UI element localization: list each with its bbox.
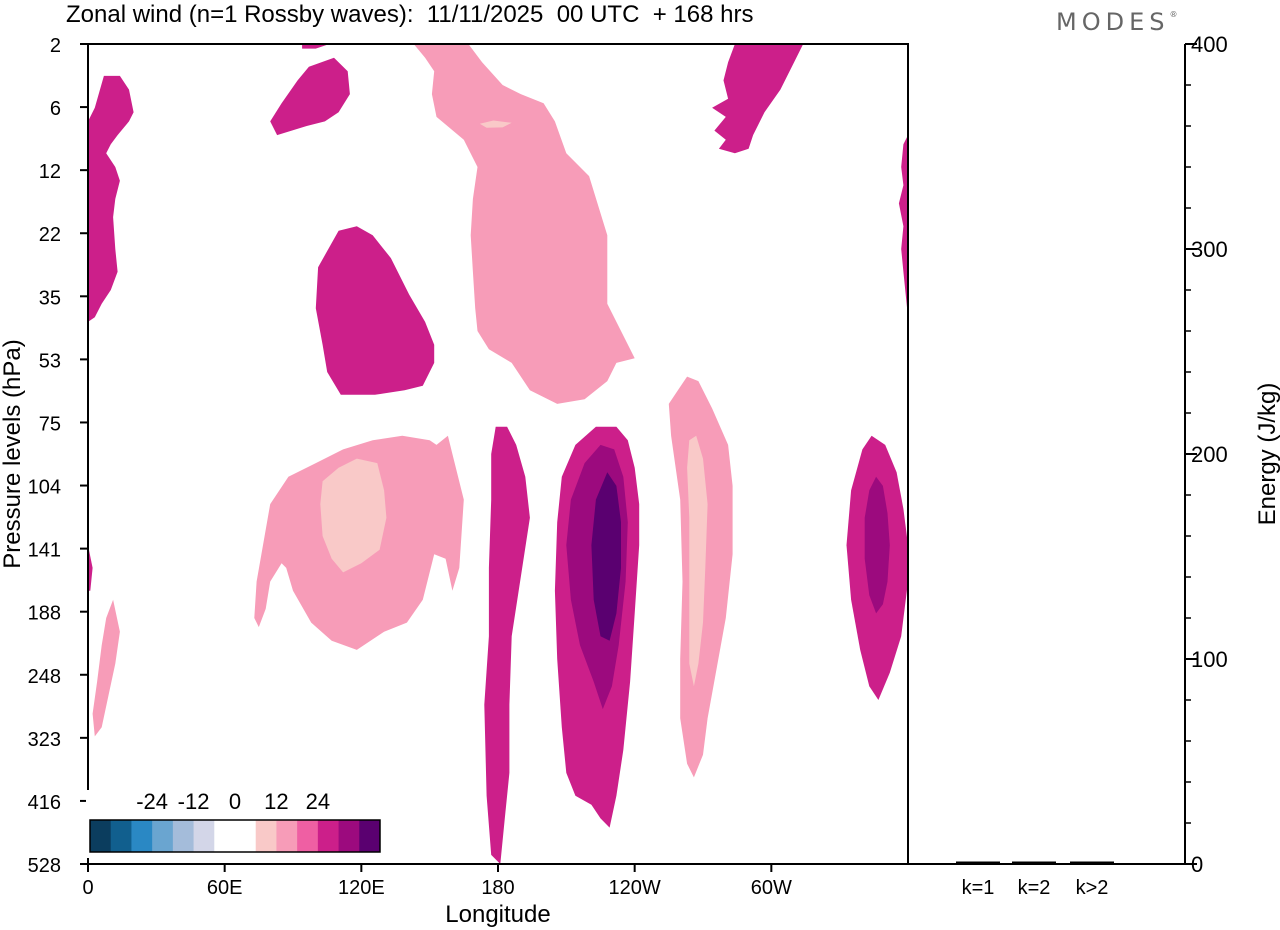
contour-region-8 — [315, 226, 435, 395]
contour-region-7 — [270, 57, 350, 136]
energy-bar-1 — [956, 861, 1000, 863]
colorbar-swatch — [338, 820, 360, 852]
x-tick-label: 120E — [338, 877, 385, 899]
colorbar: -24 -12 0 12 24 — [86, 789, 384, 858]
contour-region-10 — [302, 44, 330, 49]
contour-region-12 — [898, 135, 908, 318]
colorbar-tick-label: 24 — [306, 789, 330, 814]
colorbar-swatch — [90, 820, 112, 852]
energy-tick-label: 0 — [1191, 852, 1203, 877]
colorbar-swatch — [317, 820, 340, 852]
longitude-axis: 0 60E 120E 180 120W 60W — [82, 864, 792, 899]
colorbar-tick-label: 12 — [264, 789, 288, 814]
y-tick-label: 104 — [28, 477, 61, 499]
contour-region-5 — [687, 435, 708, 687]
energy-tick-label: 300 — [1191, 237, 1228, 262]
y-tick-label: 141 — [28, 540, 61, 562]
colorbar-swatch — [110, 820, 132, 852]
y-tick-label: 528 — [28, 855, 61, 877]
brand-text: MODES — [1056, 8, 1170, 36]
y-tick-label: 75 — [39, 413, 61, 435]
colorbar-swatch — [214, 820, 236, 852]
colorbar-tick-label: -24 — [136, 789, 168, 814]
energy-bar-3 — [1070, 861, 1114, 863]
colorbar-swatch — [276, 820, 298, 852]
contour-region-9 — [88, 75, 134, 322]
y-tick-label: 323 — [28, 729, 61, 751]
colorbar-swatch — [152, 820, 174, 852]
contour-region-13 — [484, 426, 530, 864]
energy-tick-label: 200 — [1191, 442, 1228, 467]
colorbar-frame — [89, 819, 381, 853]
y-tick-label: 248 — [28, 666, 61, 688]
energy-category-label: k=2 — [1018, 877, 1051, 899]
colorbar-swatch — [235, 820, 257, 852]
modes-logo: MODES® — [1056, 8, 1177, 36]
contour-region-18 — [864, 476, 890, 614]
colorbar-swatch — [297, 820, 319, 852]
colorbar-swatch — [255, 820, 277, 852]
x-tick-label: 60W — [751, 877, 792, 899]
colorbar-tick-label: -12 — [178, 789, 210, 814]
contour-region-16 — [591, 472, 621, 641]
x-tick-label: 180 — [481, 877, 514, 899]
energy-bars: 0 100 200 300 400 k=1 k=2 k>2 — [956, 32, 1228, 899]
colorbar-swatch — [359, 820, 381, 852]
brand-mark: ® — [1169, 10, 1178, 19]
colorbar-swatch — [172, 820, 195, 852]
y-tick-label: 12 — [39, 161, 61, 183]
x-tick-label: 0 — [82, 877, 93, 899]
contour-region-0 — [413, 44, 635, 404]
pressure-axis: 2 6 12 22 35 53 75 104 141 188 248 323 416 528 — [28, 35, 88, 877]
energy-tick-label: 100 — [1191, 647, 1228, 672]
x-tick-label: 120W — [609, 877, 661, 899]
y-tick-label: 6 — [50, 98, 61, 120]
energy-axis-label: Energy (J/kg) — [1254, 383, 1280, 526]
x-axis-label: Longitude — [445, 901, 550, 928]
y-tick-label: 22 — [39, 224, 61, 246]
y-tick-label: 35 — [39, 287, 61, 309]
x-tick-label: 60E — [207, 877, 243, 899]
y-axis-label: Pressure levels (hPa) — [0, 339, 26, 568]
y-tick-label: 416 — [28, 792, 61, 814]
y-tick-label: 2 — [50, 35, 61, 57]
energy-category-label: k=1 — [962, 877, 995, 899]
colorbar-swatch — [193, 820, 215, 852]
chart-title: Zonal wind (n=1 Rossby waves): 11/11/202… — [66, 1, 753, 28]
energy-tick-label: 400 — [1191, 32, 1228, 57]
y-tick-label: 53 — [39, 350, 61, 372]
contour-region-1 — [479, 120, 512, 128]
energy-category-label: k>2 — [1076, 877, 1109, 899]
contour-region-11 — [712, 44, 804, 154]
colorbar-tick-label: 0 — [229, 789, 241, 814]
colorbar-swatch — [131, 820, 153, 852]
contour-region-3 — [320, 458, 387, 573]
y-tick-label: 188 — [28, 603, 61, 625]
contour-region-19 — [88, 545, 93, 591]
contour-region-6 — [92, 599, 120, 737]
energy-bar-2 — [1012, 861, 1056, 863]
wind-contours — [88, 44, 908, 864]
